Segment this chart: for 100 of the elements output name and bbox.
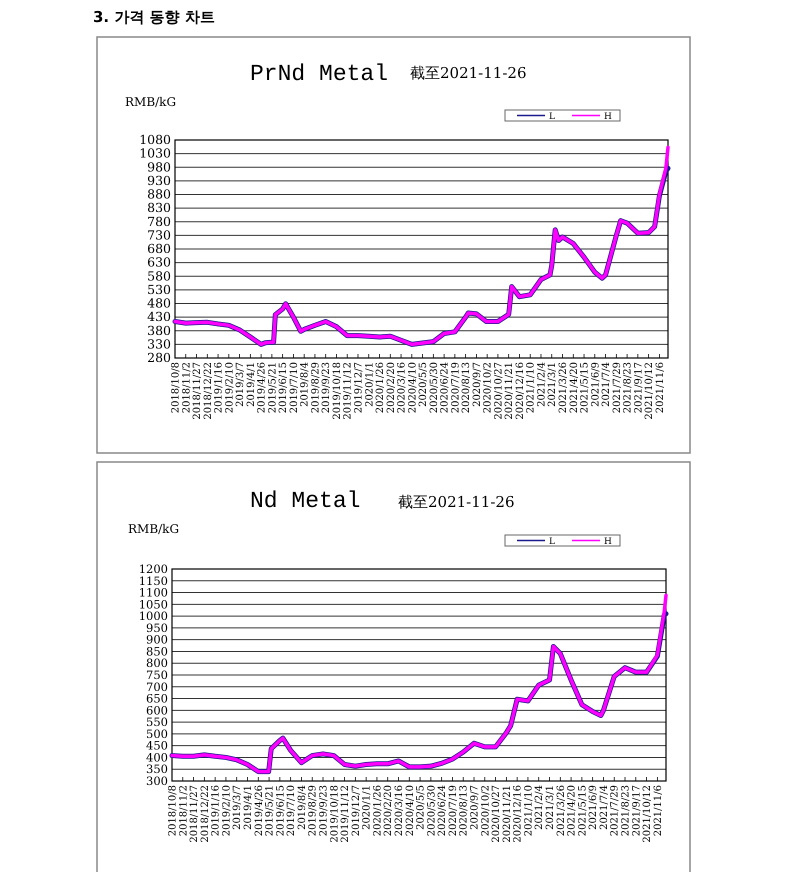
chart-subtitle: 截至2021-11-26 [398,493,514,511]
y-tick-label: 530 [147,282,172,297]
x-tick-label: 2021/5/15 [577,785,588,836]
y-tick-label: 330 [147,336,172,352]
x-tick-label: 2019/4/1 [246,362,257,407]
legend-label: H [604,537,612,547]
legend-label: L [549,537,555,547]
x-tick-label: 2021/6/9 [590,362,602,407]
x-tick-label: 2019/6/15 [275,785,286,836]
x-tick-label: 2018/12/22 [200,785,211,843]
x-tick-label: 2020/5/30 [426,785,438,836]
y-tick-label: 830 [147,200,172,216]
x-tick-label: 2021/10/12 [642,785,654,843]
x-tick-label: 2020/10/2 [480,785,492,836]
x-tick-label: 2021/6/9 [588,785,600,830]
x-tick-label: 2021/11/6 [654,362,666,414]
y-tick-label: 1200 [138,562,168,576]
y-tick-label: 730 [147,227,172,242]
x-tick-label: 2019/8/29 [310,362,322,414]
x-tick-label: 2020/3/16 [396,362,408,414]
x-tick-label: 2018/11/27 [189,785,200,843]
x-tick-label: 2020/3/16 [394,785,406,836]
x-tick-label: 2021/7/4 [598,785,610,830]
x-tick-label: 2021/2/4 [534,785,546,830]
x-tick-label: 2021/3/1 [545,785,556,830]
y-tick-label: 550 [146,715,168,730]
y-tick-label: 680 [147,241,172,256]
x-tick-label: 2019/2/10 [221,785,232,836]
y-tick-label: 780 [147,214,172,229]
y-tick-label: 280 [147,350,172,365]
x-tick-label: 2019/11/12 [340,785,352,843]
x-tick-label: 2019/11/12 [342,362,354,420]
legend-label: L [549,112,555,122]
x-tick-label: 2021/10/12 [644,362,656,420]
x-tick-label: 2019/6/15 [278,362,290,414]
x-tick-label: 2020/6/24 [440,362,451,414]
x-tick-label: 2020/5/30 [428,362,440,414]
y-tick-label: 750 [146,668,168,682]
x-tick-label: 2021/3/26 [556,785,567,836]
x-tick-label: 2019/7/10 [286,785,298,836]
y-tick-label: 1000 [138,609,168,624]
x-tick-label: 2020/12/16 [512,785,524,843]
y-tick-label: 480 [147,296,172,310]
x-tick-label: 2020/8/13 [461,362,472,414]
x-tick-label: 2019/4/1 [243,785,254,830]
x-tick-label: 2021/8/23 [622,362,634,414]
y-tick-label: 1050 [138,597,168,612]
y-tick-label: 500 [146,726,168,741]
x-tick-label: 2020/11/21 [502,785,513,843]
x-tick-label: 2020/8/13 [458,785,470,836]
x-tick-label: 2019/1/16 [210,785,222,836]
y-tick-label: 650 [146,692,168,706]
x-tick-label: 2019/8/4 [296,785,308,830]
x-tick-label: 2018/12/22 [202,362,214,420]
x-tick-label: 2020/1/1 [362,785,373,830]
y-tick-label: 700 [146,680,168,694]
x-tick-label: 2020/2/20 [386,362,397,414]
x-tick-label: 2020/12/16 [514,362,526,420]
y-tick-label: 350 [146,762,168,776]
y-tick-label: 900 [146,632,168,647]
x-tick-label: 2020/9/7 [470,785,481,830]
x-tick-label: 2020/2/20 [383,785,394,836]
y-tick-label: 400 [146,750,168,764]
x-tick-label: 2020/10/2 [482,362,494,414]
x-tick-label: 2019/1/16 [214,362,225,414]
x-tick-label: 2021/8/23 [620,785,632,836]
x-tick-label: 2020/11/21 [504,362,516,420]
x-tick-label: 2020/10/27 [491,785,502,843]
x-tick-label: 2018/11/27 [192,362,204,420]
x-tick-label: 2020/4/10 [404,785,416,836]
x-tick-label: 2019/9/23 [318,785,330,836]
x-tick-label: 2019/8/4 [300,362,311,407]
x-tick-label: 2021/4/20 [566,785,578,836]
y-tick-label: 450 [146,738,168,753]
x-tick-label: 2019/2/10 [224,362,236,414]
x-tick-label: 2019/4/26 [256,362,268,414]
y-tick-label: 800 [146,656,168,670]
x-tick-label: 2019/7/10 [288,362,300,414]
x-tick-label: 2019/4/26 [254,785,265,836]
x-tick-label: 2021/4/20 [568,362,580,414]
x-tick-label: 2018/11/2 [178,785,190,836]
x-tick-label: 2021/11/6 [652,785,664,836]
y-tick-label: 600 [146,703,168,718]
x-tick-label: 2019/10/18 [332,362,343,420]
chart-title: PrNd Metal [250,61,388,87]
y-tick-label: 980 [147,159,172,174]
x-tick-label: 2019/8/29 [308,785,319,836]
x-tick-label: 2021/1/10 [523,785,534,836]
x-tick-label: 2019/3/7 [235,362,246,407]
x-tick-label: 2021/9/17 [631,785,642,836]
y-tick-label: 880 [147,186,172,202]
x-tick-label: 2018/11/2 [181,362,192,414]
x-tick-label: 2019/12/7 [350,785,362,836]
chart-subtitle: 截至2021-11-26 [410,64,526,82]
y-tick-label: 1100 [138,586,168,600]
y-tick-label: 300 [146,774,168,788]
y-tick-label: 630 [147,254,172,270]
x-tick-label: 2019/12/7 [353,362,364,414]
x-tick-label: 2020/9/7 [472,362,483,407]
y-tick-label: 1030 [139,146,172,161]
